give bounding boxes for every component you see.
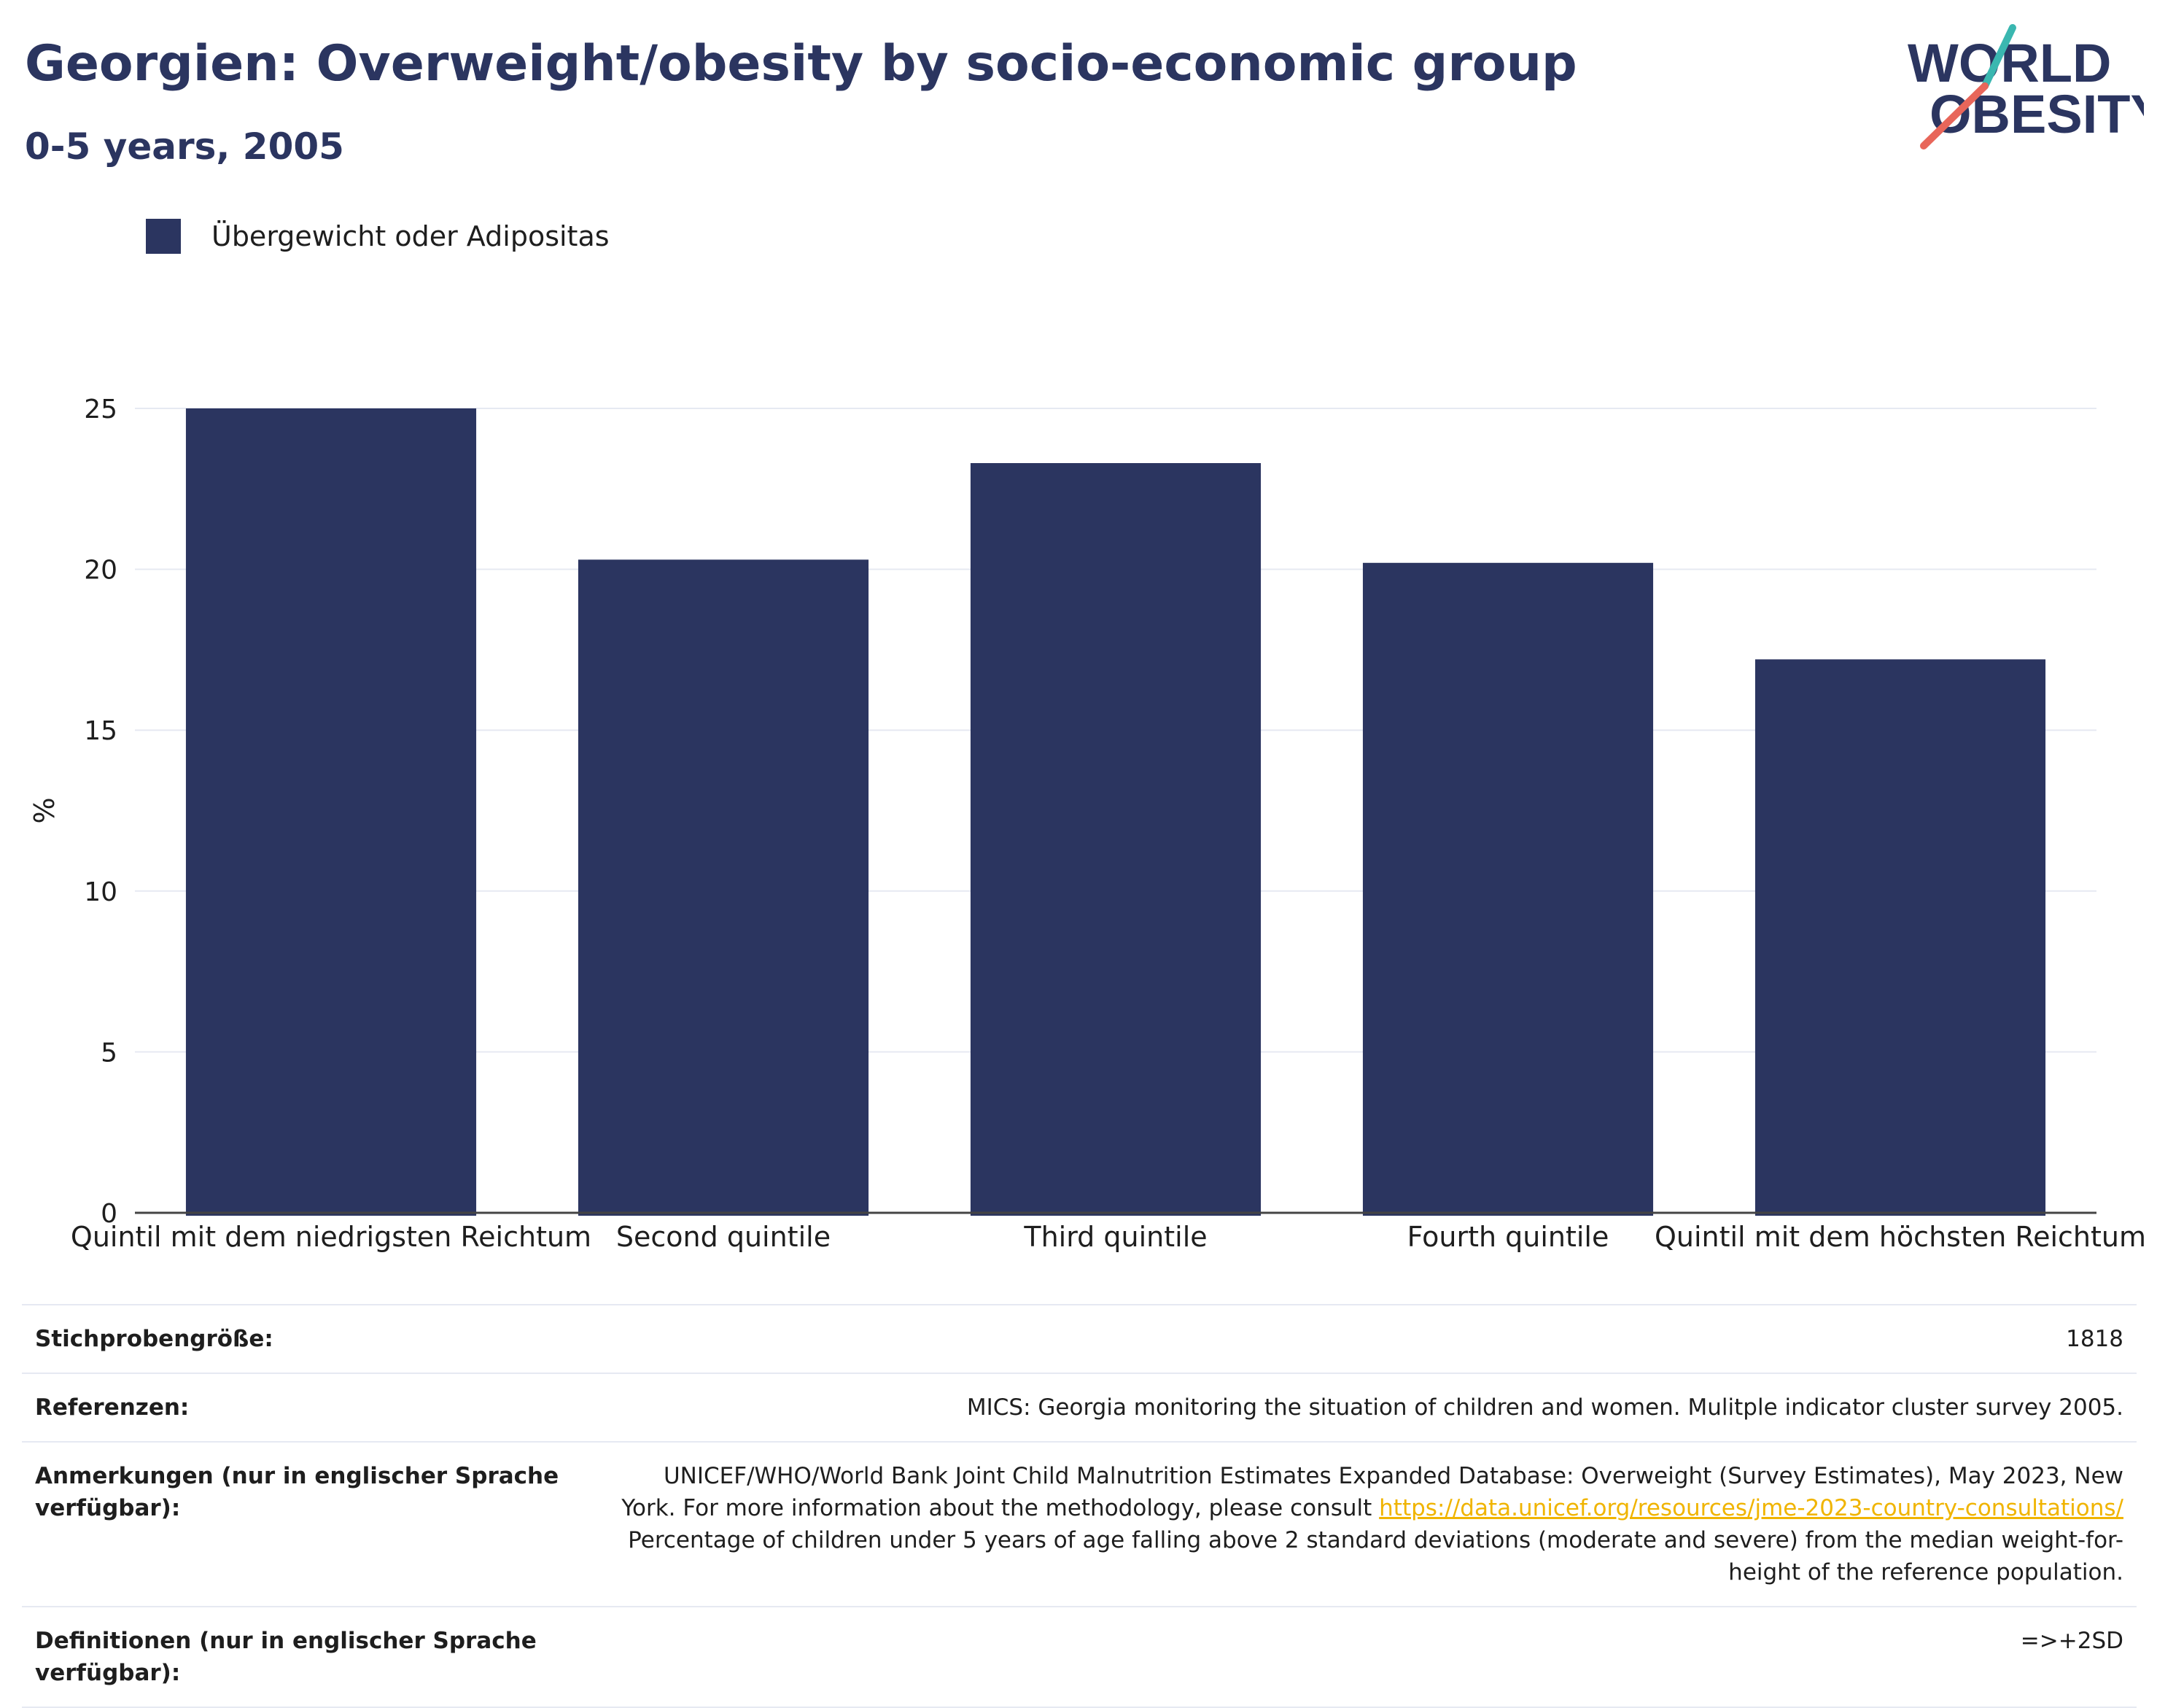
definitions-value: =>+2SD: [2020, 1628, 2123, 1654]
chart-title: Georgien: Overweight/obesity by socio-ec…: [25, 35, 1577, 93]
sample-size-label: Stichprobengröße:: [35, 1326, 273, 1352]
bar: [185, 408, 477, 1216]
sample-size-value: 1818: [2066, 1326, 2123, 1352]
y-tick-label: 10: [84, 877, 117, 907]
info-row-notes: Anmerkungen (nur in englischer Sprache v…: [22, 1443, 2137, 1607]
bar: [1362, 562, 1654, 1216]
y-tick-label: 0: [101, 1199, 117, 1229]
logo-line2: OBESITY: [1929, 84, 2144, 144]
legend-swatch: [146, 219, 181, 254]
y-tick-label: 15: [84, 716, 117, 746]
notes-text-before: UNICEF/WHO/World Bank Joint Child Malnut…: [621, 1463, 2123, 1521]
definitions-label: Definitionen (nur in englischer Sprache …: [35, 1628, 537, 1686]
bar: [578, 559, 869, 1216]
chart-subtitle: 0-5 years, 2005: [25, 125, 344, 168]
logo-slash-top: [1981, 24, 2016, 90]
info-table: Stichprobengröße: 1818 Referenzen: MICS:…: [22, 1304, 2137, 1708]
y-tick-label: 25: [84, 395, 117, 424]
bar-chart: 0 5 10 15 20 25% Quintil mit dem niedrigsten R…: [28, 395, 2146, 1253]
bar: [1754, 659, 2046, 1216]
notes-link[interactable]: https://data.unicef.org/resources/jme-20…: [1379, 1495, 2123, 1521]
x-tick-label: Quintil mit dem niedrigsten Reichtum: [71, 1221, 591, 1253]
legend: Übergewicht oder Adipositas: [146, 219, 610, 254]
legend-label: Übergewicht oder Adipositas: [211, 220, 610, 252]
info-row-references: Referenzen: MICS: Georgia monitoring the…: [22, 1374, 2137, 1443]
logo-line1: WORLD: [1908, 33, 2112, 93]
logo-slash-bottom: [1920, 82, 1989, 150]
info-row-definitions: Definitionen (nur in englischer Sprache …: [22, 1607, 2137, 1708]
notes-text-after: Percentage of children under 5 years of …: [628, 1527, 2123, 1585]
world-obesity-logo: WORLD OBESITY: [1908, 24, 2144, 150]
bar: [970, 463, 1262, 1216]
info-row-sample-size: Stichprobengröße: 1818: [22, 1305, 2137, 1374]
x-tick-label: Fourth quintile: [1407, 1221, 1609, 1253]
references-label: Referenzen:: [35, 1394, 190, 1421]
x-tick-label: Third quintile: [1023, 1221, 1207, 1253]
y-axis-label: %: [28, 797, 61, 823]
x-tick-label: Second quintile: [616, 1221, 831, 1253]
notes-value: UNICEF/WHO/World Bank Joint Child Malnut…: [621, 1460, 2123, 1588]
references-value: MICS: Georgia monitoring the situation o…: [966, 1394, 2123, 1421]
y-tick-label: 20: [84, 556, 117, 586]
x-tick-label: Quintil mit dem höchsten Reichtum: [1655, 1221, 2146, 1253]
notes-label: Anmerkungen (nur in englischer Sprache v…: [35, 1463, 559, 1521]
y-tick-label: 5: [101, 1038, 117, 1068]
